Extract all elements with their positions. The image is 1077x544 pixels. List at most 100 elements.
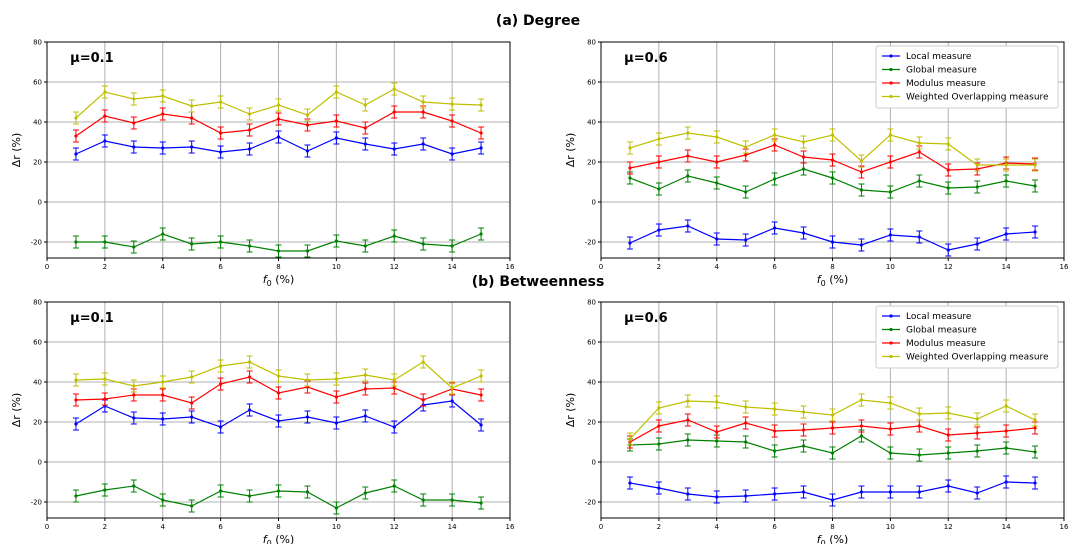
data-point	[219, 425, 223, 429]
data-point	[917, 424, 921, 428]
x-tick-label: 16	[1060, 523, 1069, 531]
data-point	[161, 393, 165, 397]
series-1	[626, 475, 1039, 507]
data-point	[132, 393, 136, 397]
x-tick-label: 16	[506, 263, 515, 271]
y-tick-label: -20	[585, 499, 596, 507]
data-point	[74, 398, 78, 402]
data-point	[859, 243, 864, 247]
y-tick-label: 40	[587, 379, 596, 387]
y-tick-label: 20	[33, 159, 42, 167]
x-tick-label: 14	[1002, 523, 1011, 531]
legend: Local measure Global measure Modulus measu…	[875, 45, 1059, 109]
legend-label: Local measure	[906, 52, 972, 62]
data-point	[1033, 184, 1037, 188]
x-tick-label: 6	[218, 263, 223, 271]
legend: Local measure Global measure Modulus measu…	[875, 305, 1059, 369]
data-point	[219, 240, 223, 244]
series-1	[626, 219, 1039, 257]
data-point	[946, 168, 950, 172]
y-tick-label: 80	[587, 39, 596, 47]
data-point	[132, 97, 136, 101]
data-point	[305, 123, 310, 127]
data-point	[74, 152, 78, 156]
chart-panel-4: 0 2 4 6 8 10 12 14 16 -20 0 20 40 60 80 f0 (%) Δr (%) μ=0…	[564, 299, 1069, 544]
data-point	[686, 438, 690, 442]
series-1	[72, 394, 485, 434]
x-tick-label: 12	[944, 263, 953, 271]
series-4	[72, 355, 485, 395]
data-point	[801, 155, 806, 159]
data-point	[975, 185, 979, 189]
data-point	[657, 424, 661, 428]
x-tick-label: 2	[657, 523, 661, 531]
legend-label: Weighted Overlapping measure	[906, 353, 1049, 363]
data-point	[773, 492, 777, 496]
data-point	[686, 154, 690, 158]
legend-label: Global measure	[906, 326, 977, 336]
data-point	[363, 387, 367, 391]
data-point	[859, 398, 864, 402]
data-point	[801, 490, 806, 494]
legend-swatch-marker	[889, 314, 893, 318]
legend-label: Global measure	[906, 66, 977, 76]
data-point	[103, 139, 107, 143]
data-point	[686, 131, 690, 135]
data-point	[975, 163, 979, 167]
data-point	[132, 384, 136, 388]
data-point	[74, 134, 78, 138]
x-axis-label: f0 (%)	[817, 273, 849, 288]
data-point	[219, 150, 223, 154]
data-point	[773, 226, 777, 230]
data-point	[392, 147, 396, 151]
x-tick-label: 16	[1060, 263, 1069, 271]
y-tick-label: 60	[587, 339, 596, 347]
data-point	[219, 131, 223, 135]
data-point	[334, 395, 338, 399]
data-point	[247, 112, 252, 116]
data-point	[103, 377, 107, 381]
data-point	[479, 146, 483, 150]
y-tick-label: 40	[33, 119, 42, 127]
data-point	[830, 176, 835, 180]
legend-label: Weighted Overlapping measure	[906, 93, 1049, 103]
data-point	[161, 380, 165, 384]
data-point	[103, 488, 107, 492]
data-point	[132, 121, 136, 125]
data-point	[744, 190, 748, 194]
data-point	[1033, 230, 1037, 234]
data-point	[190, 104, 194, 108]
data-point	[686, 224, 690, 228]
section-title-betweenness: (b) Betweenness	[472, 274, 605, 290]
data-point	[74, 116, 78, 120]
data-point	[686, 492, 690, 496]
y-tick-label: -20	[31, 239, 42, 247]
data-point	[276, 249, 281, 253]
data-point	[392, 425, 396, 429]
x-tick-label: 10	[332, 263, 341, 271]
series-2	[72, 479, 485, 515]
data-point	[715, 495, 719, 499]
data-point	[715, 439, 719, 443]
x-tick-label: 0	[45, 263, 49, 271]
data-point	[1004, 446, 1008, 450]
data-point	[773, 407, 777, 411]
data-point	[715, 135, 719, 139]
data-point	[392, 87, 396, 91]
data-point	[975, 431, 979, 435]
data-point	[132, 145, 136, 149]
data-point	[247, 375, 252, 379]
data-point	[628, 437, 632, 441]
data-point	[190, 415, 194, 419]
data-point	[421, 360, 425, 364]
y-tick-label: 80	[587, 299, 596, 307]
data-point	[190, 504, 194, 508]
data-point	[801, 428, 806, 432]
data-point	[801, 410, 806, 414]
data-point	[801, 140, 806, 144]
y-axis-label: Δr (%)	[564, 133, 577, 168]
data-point	[917, 412, 921, 416]
data-point	[975, 449, 979, 453]
y-tick-label: 20	[33, 419, 42, 427]
